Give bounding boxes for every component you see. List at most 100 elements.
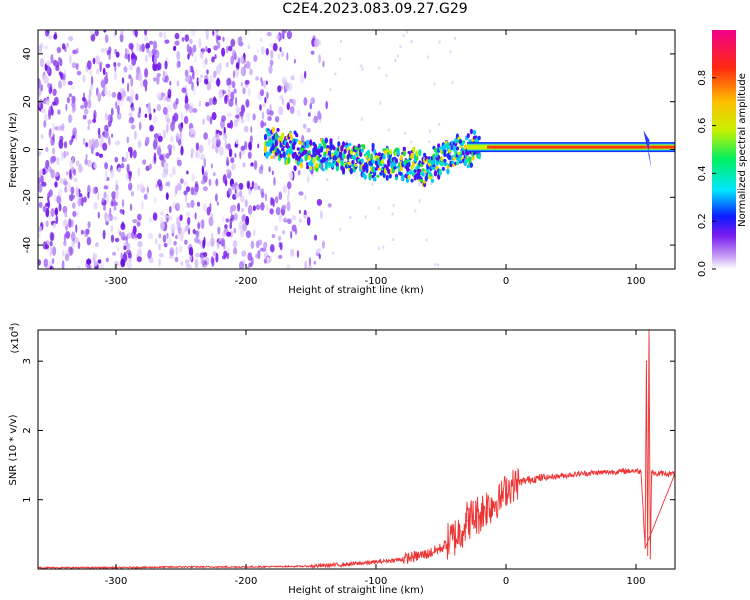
noise-blob	[233, 247, 238, 255]
signal-blob	[472, 151, 477, 155]
noise-blob	[298, 209, 301, 214]
noise-blob	[197, 239, 201, 245]
noise-blob	[134, 233, 139, 239]
noise-blob	[38, 151, 42, 156]
noise-blob	[217, 41, 221, 49]
noise-blob	[179, 214, 183, 221]
noise-blob	[95, 152, 100, 157]
noise-blob	[229, 119, 233, 129]
noise-blob	[144, 113, 148, 118]
noise-blob	[54, 96, 59, 106]
noise-blob	[257, 185, 261, 191]
spectrogram-x-label: Height of straight line (km)	[288, 285, 424, 296]
noise-blob	[266, 91, 269, 99]
noise-blob	[101, 197, 105, 203]
noise-speck	[432, 175, 435, 179]
noise-speck	[430, 182, 433, 186]
noise-blob	[148, 50, 153, 58]
noise-blob	[175, 234, 178, 240]
noise-blob	[263, 241, 268, 249]
noise-blob	[263, 252, 269, 257]
noise-blob	[56, 46, 62, 54]
noise-blob	[146, 185, 149, 195]
noise-blob	[268, 65, 273, 74]
signal-blob	[391, 168, 395, 174]
noise-blob	[246, 112, 251, 122]
spectrogram-y-label: Frequency (Hz)	[8, 112, 19, 188]
noise-blob	[244, 199, 248, 208]
noise-blob	[158, 243, 161, 251]
noise-blob	[87, 191, 90, 199]
noise-blob	[148, 104, 152, 114]
noise-blob	[95, 242, 99, 248]
noise-blob	[279, 47, 282, 52]
noise-blob	[148, 218, 153, 223]
noise-blob	[195, 68, 199, 77]
noise-blob	[87, 119, 92, 125]
noise-blob	[215, 65, 221, 74]
noise-blob	[244, 79, 250, 85]
noise-blob	[79, 197, 82, 206]
noise-speck	[394, 58, 397, 62]
signal-blob	[477, 135, 481, 141]
noise-blob	[145, 165, 150, 172]
noise-blob	[117, 104, 120, 115]
noise-blob	[125, 151, 129, 160]
signal-blob	[399, 166, 403, 172]
noise-blob	[174, 256, 179, 263]
y-tick-label: 3	[22, 358, 33, 364]
signal-blob	[368, 172, 372, 178]
signal-blob	[407, 160, 411, 168]
noise-blob	[159, 154, 164, 161]
noise-blob	[249, 68, 253, 76]
snr-point	[440, 547, 442, 549]
noise-blob	[87, 221, 91, 229]
noise-blob	[136, 221, 141, 227]
noise-blob	[123, 66, 128, 73]
signal-blob	[299, 161, 303, 169]
signal-blob	[312, 158, 316, 164]
noise-speck	[437, 263, 440, 267]
noise-blob	[176, 80, 180, 87]
noise-speck	[319, 151, 322, 155]
y-tick-label: -40	[22, 237, 33, 253]
noise-blob	[230, 157, 235, 164]
signal-blob	[427, 162, 431, 167]
x-tick-label: 100	[626, 276, 645, 287]
noise-speck	[319, 119, 322, 123]
signal-blob	[287, 157, 291, 164]
noise-blob	[274, 116, 280, 123]
noise-blob	[145, 136, 150, 145]
noise-blob	[269, 244, 275, 253]
noise-blob	[183, 181, 188, 187]
noise-blob	[54, 126, 60, 131]
noise-blob	[185, 211, 191, 217]
noise-blob	[176, 182, 182, 192]
noise-blob	[163, 243, 168, 248]
noise-blob	[198, 38, 202, 49]
noise-blob	[168, 148, 172, 156]
noise-blob	[221, 115, 227, 122]
noise-blob	[178, 245, 183, 253]
signal-blob	[394, 158, 399, 164]
noise-blob	[289, 106, 295, 114]
noise-blob	[211, 136, 217, 146]
noise-blob	[62, 249, 65, 257]
noise-blob	[38, 259, 41, 266]
noise-blob	[184, 259, 190, 264]
y-tick-label: 40	[22, 48, 33, 61]
noise-blob	[49, 83, 53, 93]
noise-blob	[121, 77, 125, 84]
noise-blob	[119, 209, 124, 214]
noise-blob	[248, 141, 252, 151]
noise-blob	[128, 74, 132, 79]
noise-blob	[306, 216, 311, 226]
spectrogram-heatmap	[38, 30, 675, 269]
noise-blob	[38, 177, 41, 185]
noise-blob	[93, 162, 97, 169]
y-tick-label: 2	[22, 427, 33, 433]
colorbar-tick-label: 0.8	[697, 70, 708, 86]
noise-blob	[240, 55, 244, 64]
noise-blob	[303, 97, 308, 106]
noise-blob	[158, 183, 163, 192]
